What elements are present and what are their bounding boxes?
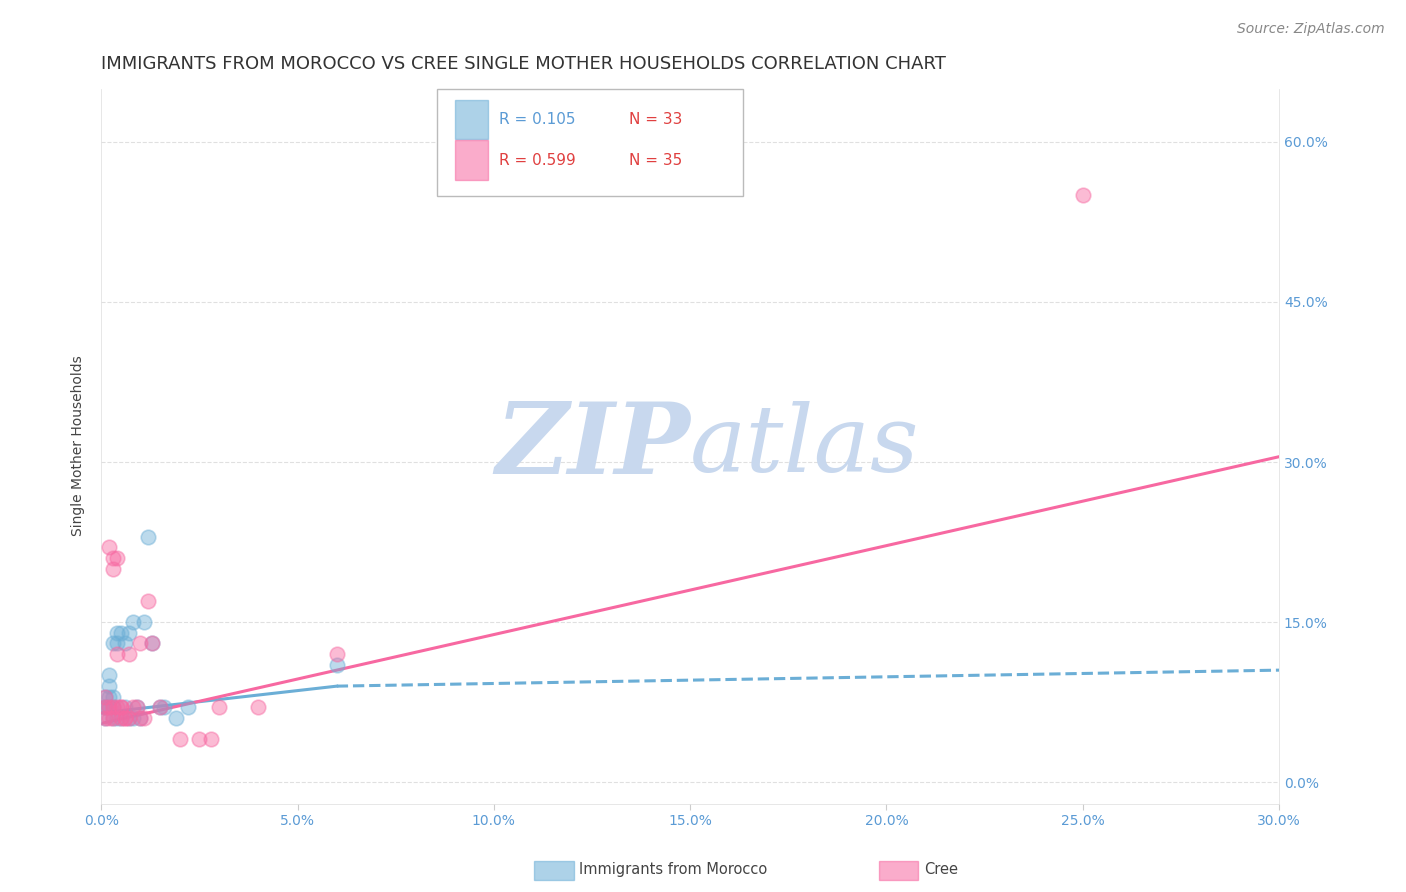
Text: Immigrants from Morocco: Immigrants from Morocco bbox=[579, 863, 768, 877]
Point bbox=[149, 700, 172, 714]
Text: ZIP: ZIP bbox=[495, 398, 690, 494]
Point bbox=[101, 690, 124, 704]
Point bbox=[98, 700, 121, 714]
Point bbox=[134, 711, 156, 725]
Point bbox=[105, 625, 128, 640]
Point bbox=[105, 551, 128, 566]
Point bbox=[1071, 188, 1094, 202]
Text: R = 0.105: R = 0.105 bbox=[499, 112, 576, 127]
Point bbox=[326, 647, 349, 661]
FancyBboxPatch shape bbox=[454, 100, 488, 139]
Point bbox=[129, 636, 152, 650]
Point bbox=[141, 636, 163, 650]
Point bbox=[98, 668, 121, 682]
Point bbox=[98, 700, 121, 714]
Point bbox=[153, 700, 176, 714]
Point bbox=[247, 700, 270, 714]
Point bbox=[149, 700, 172, 714]
Point bbox=[101, 562, 124, 576]
Text: Cree: Cree bbox=[924, 863, 957, 877]
Point bbox=[118, 711, 141, 725]
Text: N = 35: N = 35 bbox=[628, 153, 682, 168]
Point bbox=[110, 711, 132, 725]
Point bbox=[101, 711, 124, 725]
Point bbox=[118, 711, 141, 725]
Point bbox=[94, 711, 117, 725]
Point bbox=[110, 700, 132, 714]
Point bbox=[94, 690, 117, 704]
Point bbox=[98, 690, 121, 704]
Point bbox=[98, 541, 121, 555]
Text: R = 0.599: R = 0.599 bbox=[499, 153, 576, 168]
Point bbox=[105, 636, 128, 650]
Text: Source: ZipAtlas.com: Source: ZipAtlas.com bbox=[1237, 22, 1385, 37]
Point bbox=[94, 700, 117, 714]
Point bbox=[188, 732, 211, 747]
Text: N = 33: N = 33 bbox=[628, 112, 682, 127]
Point bbox=[94, 711, 117, 725]
Point bbox=[94, 700, 117, 714]
Point bbox=[101, 700, 124, 714]
Point bbox=[114, 711, 136, 725]
Point bbox=[136, 530, 159, 544]
Text: IMMIGRANTS FROM MOROCCO VS CREE SINGLE MOTHER HOUSEHOLDS CORRELATION CHART: IMMIGRANTS FROM MOROCCO VS CREE SINGLE M… bbox=[101, 55, 946, 73]
Point bbox=[101, 551, 124, 566]
Point bbox=[105, 711, 128, 725]
Point bbox=[200, 732, 222, 747]
Point bbox=[110, 700, 132, 714]
Point bbox=[101, 700, 124, 714]
Point bbox=[101, 711, 124, 725]
FancyBboxPatch shape bbox=[454, 140, 488, 180]
Point bbox=[114, 700, 136, 714]
Point bbox=[94, 700, 117, 714]
Point bbox=[101, 636, 124, 650]
Point bbox=[165, 711, 187, 725]
Point bbox=[114, 711, 136, 725]
Point bbox=[105, 647, 128, 661]
Point bbox=[105, 700, 128, 714]
Point bbox=[98, 679, 121, 693]
Point bbox=[129, 711, 152, 725]
Point bbox=[125, 700, 148, 714]
Point bbox=[134, 615, 156, 629]
Point bbox=[121, 615, 143, 629]
Point bbox=[141, 636, 163, 650]
Point bbox=[110, 711, 132, 725]
Point bbox=[114, 636, 136, 650]
FancyBboxPatch shape bbox=[437, 88, 744, 196]
Point bbox=[118, 625, 141, 640]
Point bbox=[169, 732, 191, 747]
Text: atlas: atlas bbox=[690, 401, 920, 491]
Point bbox=[118, 647, 141, 661]
Point bbox=[98, 711, 121, 725]
Point bbox=[121, 700, 143, 714]
Point bbox=[121, 711, 143, 725]
Point bbox=[110, 625, 132, 640]
Point bbox=[125, 700, 148, 714]
Point bbox=[326, 657, 349, 672]
Point bbox=[136, 594, 159, 608]
Y-axis label: Single Mother Households: Single Mother Households bbox=[72, 356, 86, 536]
Point bbox=[176, 700, 198, 714]
Point bbox=[129, 711, 152, 725]
Point bbox=[94, 690, 117, 704]
Point bbox=[208, 700, 231, 714]
